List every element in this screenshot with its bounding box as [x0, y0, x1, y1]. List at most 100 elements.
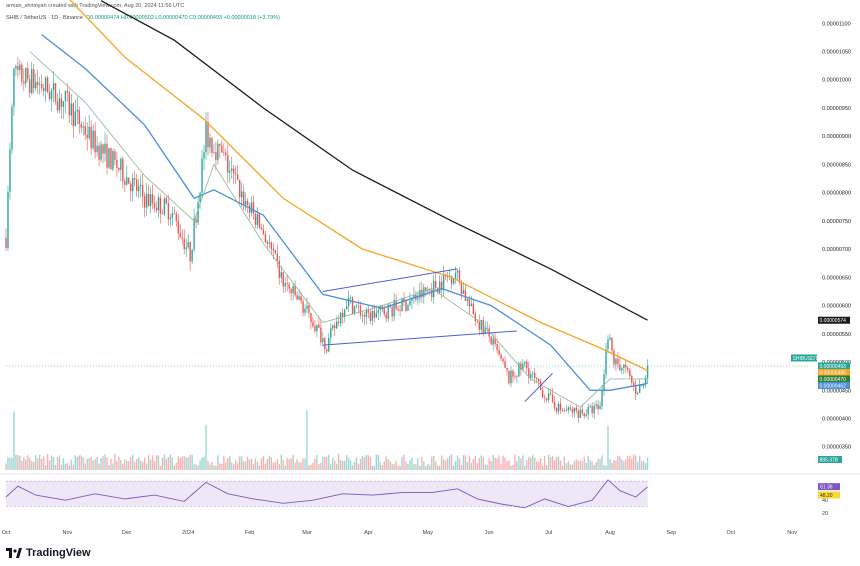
candle-body — [458, 270, 461, 283]
candle-body — [40, 84, 43, 89]
candle-body — [543, 397, 546, 399]
candle-body — [431, 289, 433, 298]
candle-body — [100, 144, 102, 160]
candle-body — [155, 207, 158, 211]
candle-body — [294, 285, 296, 296]
volume-bar — [187, 457, 189, 470]
volume-bar — [35, 455, 37, 470]
rsi-ma-tag-label: 48.20 — [820, 493, 833, 499]
volume-bar — [165, 458, 168, 470]
candle-body — [68, 92, 71, 116]
volume-bar — [492, 455, 494, 470]
volume-bar — [54, 465, 57, 470]
candle-body — [96, 145, 98, 153]
volume-bar — [193, 463, 195, 470]
volume-bar — [462, 455, 465, 470]
candle-body — [466, 299, 469, 301]
volume-bar — [219, 463, 221, 470]
candle-body — [141, 184, 144, 197]
volume-bar — [17, 455, 19, 470]
candle-body — [124, 181, 126, 185]
volume-bar — [94, 459, 96, 470]
volume-bar — [516, 461, 518, 470]
candle-body — [130, 183, 132, 192]
volume-bar — [506, 461, 508, 470]
volume-bar — [567, 460, 570, 470]
candle-body — [567, 407, 570, 411]
candle-body — [442, 274, 445, 290]
candle-body — [149, 194, 152, 206]
candle-body — [296, 295, 298, 300]
candle-body — [609, 337, 611, 340]
candle-body — [579, 409, 581, 418]
volume-bar — [359, 458, 362, 470]
volume-bar — [19, 455, 21, 470]
tradingview-logo[interactable]: TradingView — [6, 547, 91, 559]
volume-bar — [405, 461, 407, 470]
candle-body — [233, 168, 235, 174]
candle-body — [446, 276, 449, 278]
candle-body — [209, 137, 211, 148]
volume-bar — [437, 465, 439, 470]
volume-bar — [274, 462, 277, 470]
candle-body — [300, 296, 302, 302]
volume-bar — [514, 454, 516, 470]
candle-body — [88, 126, 90, 139]
candle-body — [482, 320, 484, 334]
volume-bar — [294, 463, 296, 470]
candle-body — [136, 179, 138, 192]
volume-bar — [569, 464, 572, 470]
volume-bar — [419, 465, 421, 470]
x-tick-label: Mar — [302, 530, 312, 536]
rsi-tick-label: 40 — [822, 498, 828, 504]
candle-body — [393, 300, 395, 317]
volume-bar — [5, 463, 7, 470]
volume-bar — [599, 458, 601, 470]
volume-bar — [494, 457, 496, 470]
volume-bar — [23, 457, 25, 470]
volume-bar — [381, 465, 383, 470]
volume-bar — [553, 460, 556, 470]
volume-bar — [413, 464, 415, 470]
candle-body — [512, 370, 514, 377]
volume-bar — [450, 454, 453, 470]
volume-bar — [595, 462, 597, 470]
volume-bar — [635, 455, 637, 470]
volume-bar — [468, 456, 471, 470]
candle-body — [460, 282, 463, 294]
volume-bar — [373, 465, 376, 470]
volume-bar — [472, 459, 475, 470]
volume-bar — [29, 458, 31, 470]
volume-bar — [260, 458, 263, 470]
volume-bar — [623, 461, 625, 470]
volume-bar — [116, 461, 118, 470]
volume-bar — [425, 465, 427, 470]
y-tick-label: 0.00000750 — [822, 219, 851, 225]
volume-bar — [534, 457, 536, 470]
candle-body — [205, 121, 207, 153]
volume-bar — [389, 461, 391, 470]
candle-body — [225, 152, 227, 156]
y-tick-label: 0.00000550 — [822, 332, 851, 338]
x-tick-label: Jul — [545, 530, 552, 536]
volume-bar — [440, 455, 443, 470]
volume-bar — [314, 458, 316, 470]
rsi-tag-box — [818, 483, 840, 491]
candle-body — [532, 373, 534, 375]
candle-body — [633, 382, 635, 386]
volume-bar — [429, 464, 431, 470]
volume-bar — [391, 463, 393, 470]
x-tick-label: Aug — [605, 530, 615, 536]
candle-body — [187, 242, 189, 248]
candle-body — [450, 275, 453, 284]
volume-bar — [130, 456, 132, 470]
candle-body — [573, 407, 576, 413]
candle-body — [250, 202, 253, 213]
candle-body — [72, 103, 75, 127]
volume-bar — [486, 464, 488, 470]
candle-body — [185, 247, 187, 250]
candle-body — [508, 370, 510, 384]
volume-bar — [353, 461, 356, 470]
volume-bar — [238, 456, 241, 470]
